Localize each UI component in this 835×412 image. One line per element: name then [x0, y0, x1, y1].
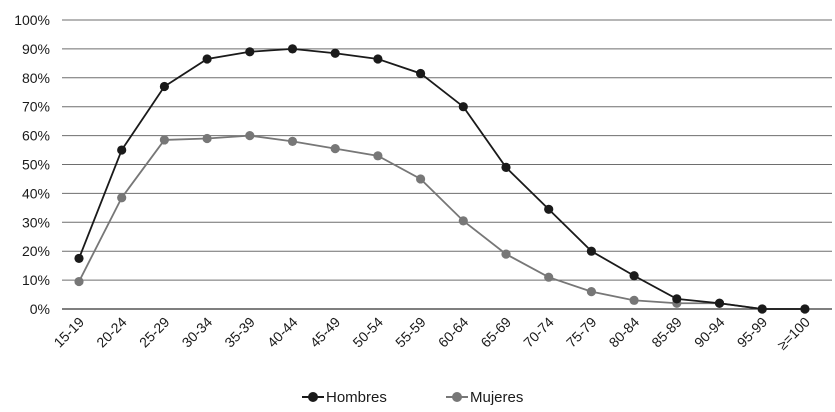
data-point [245, 47, 255, 57]
data-point [544, 272, 554, 282]
y-axis-ticks: 0% 10% 20% 30% 40% 50% 60% 70% 80% 90% 100% [14, 12, 50, 317]
x-tick-label: 75-79 [563, 314, 600, 351]
data-point [74, 253, 84, 264]
series-hombres [74, 44, 810, 314]
legend-marker-icon [452, 392, 462, 402]
data-point [714, 298, 725, 308]
data-point [159, 135, 169, 145]
legend-label: Hombres [326, 389, 387, 406]
y-tick-label: 50% [22, 157, 50, 173]
y-tick-label: 100% [14, 12, 50, 28]
y-tick-label: 30% [22, 214, 50, 230]
y-tick-label: 40% [22, 185, 50, 201]
data-point [159, 81, 169, 92]
x-tick-label: 80-84 [606, 314, 643, 351]
data-point [202, 133, 212, 144]
y-tick-label: 80% [22, 70, 50, 86]
x-tick-label: 45-49 [307, 314, 344, 351]
x-tick-label: 25-29 [136, 314, 173, 351]
data-point [330, 48, 340, 58]
y-tick-label: 10% [22, 272, 50, 288]
x-tick-label: 55-59 [392, 314, 429, 351]
legend-label: Mujeres [470, 389, 523, 406]
legend-item-mujeres: Mujeres [446, 389, 523, 406]
data-point [373, 54, 383, 64]
x-tick-label: 35-39 [221, 314, 258, 351]
x-tick-label: 20-24 [93, 314, 130, 351]
series-layer [74, 44, 810, 314]
x-tick-label: 60-64 [435, 314, 472, 351]
data-point [458, 102, 468, 112]
y-tick-label: 60% [22, 128, 50, 144]
gridlines [62, 19, 832, 310]
x-tick-label: 50-54 [349, 314, 386, 351]
legend-item-hombres: Hombres [302, 389, 387, 406]
data-point [800, 304, 810, 314]
data-point [74, 276, 84, 287]
x-tick-label: 15-19 [50, 314, 87, 351]
data-point [416, 68, 426, 79]
x-tick-label: 90-94 [691, 314, 728, 351]
data-point [373, 151, 383, 161]
x-tick-label: 30-34 [179, 314, 216, 351]
y-tick-label: 90% [22, 41, 50, 57]
data-point [672, 294, 682, 304]
data-point [501, 249, 511, 259]
y-tick-label: 70% [22, 99, 50, 115]
x-axis-ticks: 15-19 20-24 25-29 30-34 35-39 40-44 45-49 50-54… [50, 314, 813, 353]
legend: Hombres Mujeres [302, 389, 523, 406]
series-line [78, 47, 805, 310]
data-point [458, 216, 468, 226]
data-point [757, 304, 767, 314]
data-point [629, 295, 639, 305]
data-point [629, 271, 639, 281]
x-tick-label: 85-89 [648, 314, 685, 351]
y-tick-label: 20% [22, 243, 50, 259]
x-tick-label: 70-74 [520, 314, 557, 351]
data-point [416, 174, 426, 184]
series-line [78, 134, 805, 310]
x-tick-label: 95-99 [734, 314, 771, 351]
y-tick-label: 0% [30, 301, 50, 317]
x-tick-label: ≥=100 [774, 314, 813, 353]
x-tick-label: 40-44 [264, 314, 301, 351]
data-point [245, 131, 255, 141]
data-point [501, 162, 511, 172]
data-point [117, 145, 127, 155]
x-tick-label: 65-69 [477, 314, 514, 351]
data-point [586, 246, 597, 256]
data-point [330, 144, 340, 154]
data-point [202, 54, 212, 64]
data-point [287, 136, 298, 146]
data-point [586, 287, 597, 297]
data-point [117, 193, 127, 203]
legend-marker-icon [308, 392, 318, 402]
data-point [287, 44, 298, 54]
data-point [544, 204, 554, 214]
